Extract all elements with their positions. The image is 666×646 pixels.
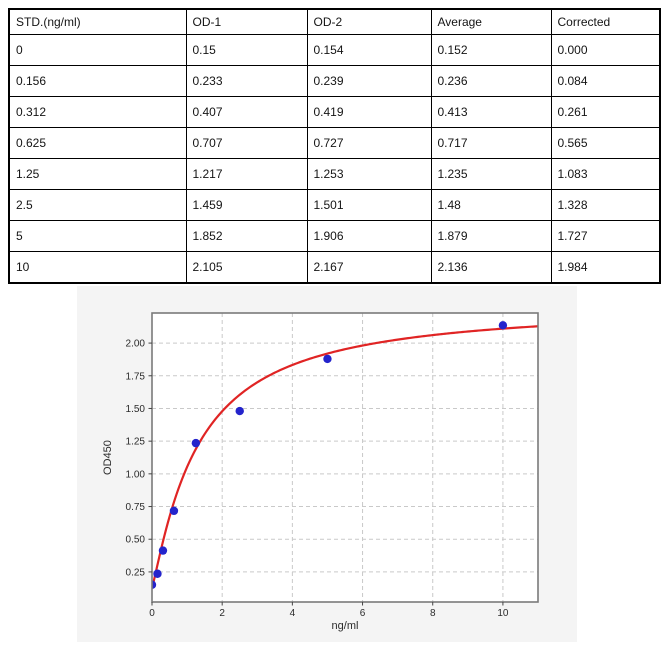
table-cell: 0.717 (430, 127, 552, 159)
standards-table-body: 0 0.15 0.154 0.152 0.000 0.156 0.233 0.239 0.236… (8, 34, 661, 284)
table-cell: 1.459 (185, 189, 308, 221)
y-tick-label: 1.00 (126, 469, 146, 480)
x-tick-label: 6 (360, 608, 366, 619)
plot-area (152, 313, 538, 602)
standards-table-header: STD.(ng/ml) OD-1 OD-2 Average Corrected (8, 8, 661, 35)
table-cell: 1.727 (550, 220, 661, 252)
table-cell: 1.501 (306, 189, 432, 221)
y-tick-label: 1.25 (126, 437, 146, 448)
column-header: Corrected (550, 8, 661, 35)
table-cell: 0.084 (550, 65, 661, 97)
y-tick-label: 0.50 (126, 535, 146, 546)
data-point (158, 546, 168, 555)
table-cell: 0.236 (430, 65, 552, 97)
x-tick-label: 0 (149, 608, 155, 619)
column-header: OD-2 (306, 8, 432, 35)
data-point (235, 406, 244, 416)
standard-curve-figure: 0 2 4 6 8 10 0.25 0.50 0.75 1.00 1.25 1.50 1.75 2.00 n… (77, 286, 577, 642)
table-cell: 0.261 (550, 96, 661, 128)
table-cell: 0.707 (185, 127, 308, 159)
table-cell: 0.407 (185, 96, 308, 128)
table-cell: 0.239 (306, 65, 432, 97)
table-cell: 1.48 (430, 189, 552, 221)
y-axis-label: OD450 (102, 440, 114, 475)
table-cell: 0.312 (8, 96, 187, 128)
x-tick-label: 2 (219, 608, 225, 619)
y-tick-label: 0.75 (126, 502, 146, 513)
table-cell: 1.328 (550, 189, 661, 221)
table-row: 2.5 1.459 1.501 1.48 1.328 (8, 189, 661, 221)
table-cell: 1.25 (8, 158, 187, 190)
table-cell: 0.152 (430, 34, 552, 66)
table-cell: 2.105 (185, 251, 308, 284)
data-point (191, 438, 201, 448)
y-tick-label: 2.00 (126, 339, 146, 350)
axes-spines (151, 312, 539, 603)
table-cell: 0.233 (185, 65, 308, 97)
table-cell: 1.235 (430, 158, 552, 190)
table-cell: 0.156 (8, 65, 187, 97)
table-cell: 1.984 (550, 251, 661, 284)
table-cell: 1.852 (185, 220, 308, 252)
x-tick-label: 10 (497, 608, 509, 619)
table-row: 0.156 0.233 0.239 0.236 0.084 (8, 65, 661, 97)
table-row: 0.312 0.407 0.419 0.413 0.261 (8, 96, 661, 128)
table-cell: 1.879 (430, 220, 552, 252)
y-tick-label: 1.75 (126, 371, 146, 382)
x-tick-label: 4 (290, 608, 296, 619)
table-cell: 0.154 (306, 34, 432, 66)
table-row: 10 2.105 2.167 2.136 1.984 (8, 251, 661, 284)
standard-curve-chart: 0 2 4 6 8 10 0.25 0.50 0.75 1.00 1.25 1.50 1.75 2.00 n… (77, 286, 577, 642)
table-cell: 0.727 (306, 127, 432, 159)
header-row: STD.(ng/ml) OD-1 OD-2 Average Corrected (8, 8, 661, 35)
table-cell: 0.15 (185, 34, 308, 66)
x-tick-label: 8 (430, 608, 436, 619)
table-cell: 2.5 (8, 189, 187, 221)
data-points (152, 321, 508, 589)
data-point (323, 354, 332, 364)
table-cell: 0.419 (306, 96, 432, 128)
table-cell: 0.413 (430, 96, 552, 128)
table-cell: 5 (8, 220, 187, 252)
table-cell: 0 (8, 34, 187, 66)
y-tick-label: 0.25 (126, 567, 146, 578)
column-header: OD-1 (185, 8, 308, 35)
data-point (498, 321, 508, 330)
table-cell: 0.625 (8, 127, 187, 159)
data-point (169, 506, 179, 516)
table-cell: 2.136 (430, 251, 552, 284)
table-row: 5 1.852 1.906 1.879 1.727 (8, 220, 661, 252)
y-tick-label: 1.50 (126, 404, 146, 415)
data-point (152, 580, 157, 589)
column-header: Average (430, 8, 552, 35)
table-cell: 1.906 (306, 220, 432, 252)
table-cell: 0.565 (550, 127, 661, 159)
table-row: 0 0.15 0.154 0.152 0.000 (8, 34, 661, 66)
standards-table: STD.(ng/ml) OD-1 OD-2 Average Corrected 0 0.1… (8, 8, 661, 284)
column-header: STD.(ng/ml) (8, 8, 187, 35)
table-row: 0.625 0.707 0.727 0.717 0.565 (8, 127, 661, 159)
table-cell: 10 (8, 251, 187, 284)
table-cell: 2.167 (306, 251, 432, 284)
x-axis-label: ng/ml (332, 620, 359, 632)
table-row: 1.25 1.217 1.253 1.235 1.083 (8, 158, 661, 190)
table-cell: 1.217 (185, 158, 308, 190)
table-cell: 1.253 (306, 158, 432, 190)
table-cell: 0.000 (550, 34, 661, 66)
fit-curve (152, 325, 538, 588)
table-cell: 1.083 (550, 158, 661, 190)
data-point (153, 569, 162, 578)
